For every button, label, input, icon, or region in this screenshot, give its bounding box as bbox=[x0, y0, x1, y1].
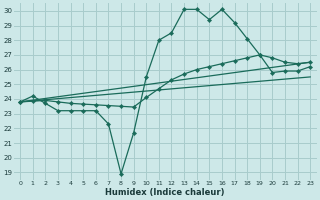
X-axis label: Humidex (Indice chaleur): Humidex (Indice chaleur) bbox=[106, 188, 225, 197]
